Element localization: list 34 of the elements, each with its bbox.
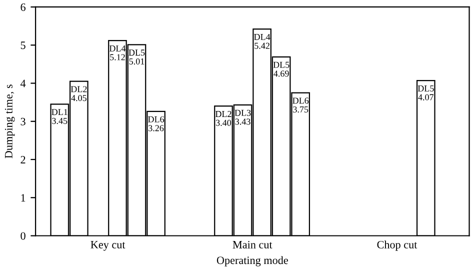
data-label: 3.75 [293,106,308,113]
data-label: 4.05 [71,94,86,102]
data-label: 5.12 [110,54,125,60]
data-label: 4.69 [274,70,289,77]
y-tick-label: 1 [21,194,26,202]
data-label: 4.07 [418,94,434,100]
text: DL2 [215,110,232,117]
series-label: DL3 [234,110,251,116]
series-label: DL6 [292,98,309,104]
data-label: 3.40 [216,120,232,126]
y-tick-label: 0 [20,232,26,240]
series-label: DL5 [128,50,145,56]
x-tick-label: Chop cut [377,240,418,251]
data-label: 3.26 [148,125,164,132]
y-tick-label: 3 [20,118,26,126]
y-tick-label: 2 [20,156,26,164]
text: DL6 [148,116,164,122]
text: DL5 [273,62,290,68]
text: DL5 [418,85,434,92]
y-axis-title: Dumping time, s [4,84,15,158]
y-tick-label: 5 [20,42,26,50]
series-label: DL4 [109,45,126,52]
data-label: 3.43 [235,118,250,125]
data-label: 5.42 [254,42,270,49]
series-label: DL2 [70,86,87,92]
text: DL4 [254,34,270,40]
data-label: 5.01 [129,58,144,65]
data-label: 3.45 [52,118,68,124]
x-tick-label: Key cut [90,241,126,251]
y-tick-label: 6 [20,3,26,11]
x-axis-title: Operating mode [216,256,288,266]
series-label: DL1 [52,109,68,116]
y-tick-label: 4 [20,80,26,88]
x-tick-label: Main cut [232,240,272,248]
